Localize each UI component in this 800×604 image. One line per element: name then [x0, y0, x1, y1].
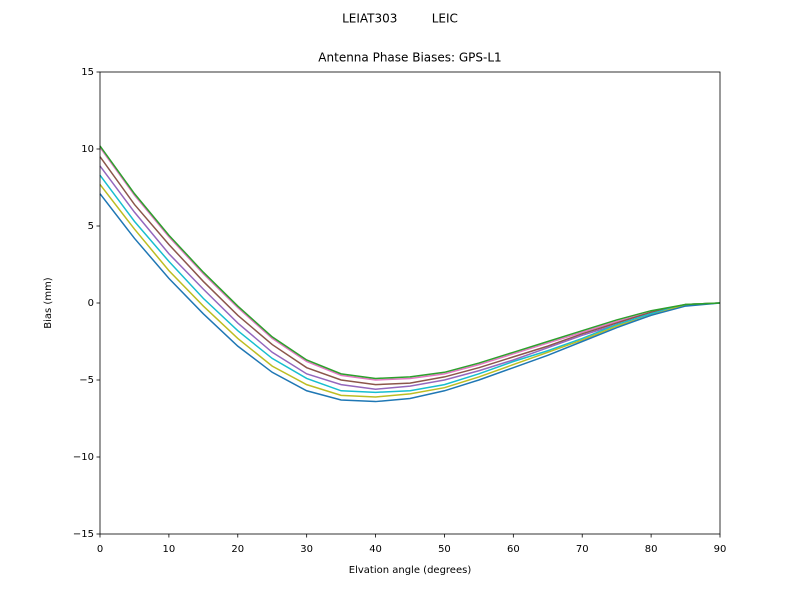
y-tick-label: 5 — [88, 221, 94, 232]
x-tick-label: 50 — [438, 544, 451, 555]
x-tick-label: 40 — [369, 544, 382, 555]
x-tick-label: 70 — [576, 544, 589, 555]
y-axis-label: Bias (mm) — [43, 277, 54, 329]
series-line — [99, 145, 721, 380]
chart-subtitle: Antenna Phase Biases: GPS-L1 — [318, 51, 501, 65]
y-tick-label: 0 — [88, 298, 94, 309]
y-tick-label: −10 — [73, 452, 94, 463]
x-tick-label: 60 — [507, 544, 520, 555]
plot-area — [99, 145, 721, 403]
series-line — [99, 183, 721, 398]
x-tick-label: 0 — [97, 544, 103, 555]
series-line — [99, 193, 721, 403]
x-tick-label: 30 — [300, 544, 313, 555]
y-tick-label: 10 — [81, 144, 94, 155]
x-tick-label: 10 — [163, 544, 176, 555]
chart-title: LEIAT303 LEIC — [342, 12, 458, 26]
x-axis-label: Elvation angle (degrees) — [349, 565, 472, 576]
y-tick-label: 15 — [81, 67, 94, 78]
x-tick-label: 20 — [231, 544, 244, 555]
x-tick-label: 90 — [714, 544, 727, 555]
series-line — [99, 147, 721, 381]
y-tick-label: −5 — [79, 375, 94, 386]
y-tick-label: −15 — [73, 529, 94, 540]
series-line — [99, 174, 721, 394]
x-tick-label: 80 — [645, 544, 658, 555]
series-line — [99, 156, 721, 386]
